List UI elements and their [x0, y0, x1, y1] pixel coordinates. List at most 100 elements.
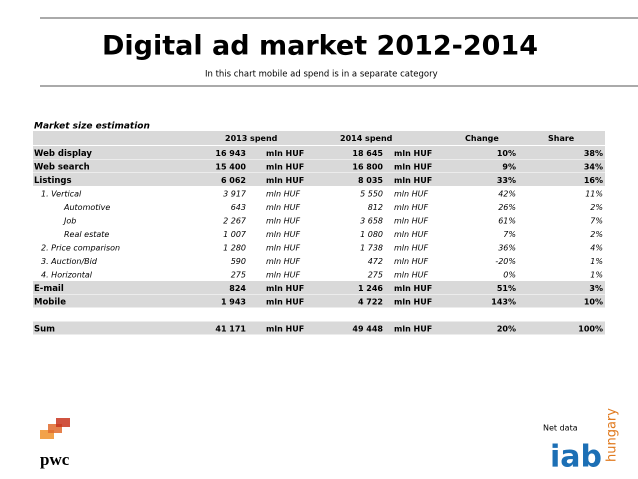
- cell: 26%: [498, 203, 516, 212]
- cell: 18 645: [352, 149, 383, 158]
- cell: 1%: [590, 270, 603, 279]
- pwc-logo: pwc: [40, 418, 70, 469]
- row-label: 1. Vertical: [41, 189, 82, 198]
- row-bg: [33, 294, 605, 308]
- cell: 1 280: [223, 243, 246, 252]
- cell: 812: [368, 203, 383, 212]
- cell: 38%: [584, 149, 603, 158]
- cell: 42%: [498, 189, 516, 198]
- row-label: Listings: [34, 176, 72, 186]
- cell-unit: mln HUF: [394, 297, 432, 306]
- cell: 4%: [590, 243, 603, 252]
- row-label: 3. Auction/Bid: [41, 257, 98, 266]
- cell: 34%: [584, 162, 603, 171]
- cell-unit: mln HUF: [266, 189, 301, 198]
- cell: 143%: [491, 297, 516, 306]
- cell: 6 062: [221, 176, 246, 185]
- cell: 20%: [497, 324, 516, 333]
- cell: 16 800: [352, 162, 383, 171]
- cell: 16%: [584, 176, 603, 185]
- cell-unit: mln HUF: [266, 243, 301, 252]
- row-label: Web display: [34, 149, 92, 159]
- cell: 8 035: [358, 176, 383, 185]
- cell-unit: mln HUF: [394, 176, 432, 185]
- cell: 2 267: [223, 216, 247, 225]
- caption: Market size estimation: [34, 122, 150, 132]
- cell: 0%: [503, 270, 516, 279]
- subtitle: In this chart mobile ad spend is in a se…: [205, 70, 438, 80]
- cell: 51%: [497, 284, 516, 293]
- table: 2013 spend 2014 spend Change Share Web displ…: [33, 131, 605, 336]
- cell-unit: mln HUF: [394, 324, 432, 333]
- cell: 9%: [502, 162, 516, 171]
- cell-unit: mln HUF: [266, 297, 304, 306]
- cell-unit: mln HUF: [394, 189, 429, 198]
- column-header: Change: [465, 134, 499, 143]
- cell: -20%: [495, 257, 516, 266]
- cell: 3%: [589, 284, 603, 293]
- row-label: Job: [62, 216, 76, 225]
- logo-sub: hungary: [605, 408, 620, 462]
- cell: 3 658: [360, 216, 383, 225]
- cell: 7%: [590, 216, 603, 225]
- cell-unit: mln HUF: [394, 230, 429, 239]
- cell: 10%: [584, 297, 603, 306]
- cell-unit: mln HUF: [266, 284, 304, 293]
- row-label: E-mail: [34, 284, 64, 294]
- column-header: Share: [548, 134, 575, 143]
- iab-logo: iab hungary: [550, 408, 620, 475]
- cell-unit: mln HUF: [394, 270, 429, 279]
- cell-unit: mln HUF: [266, 324, 304, 333]
- cell: 33%: [497, 176, 516, 185]
- row-bg: [33, 281, 605, 295]
- cell-unit: mln HUF: [394, 149, 432, 158]
- cell: 1 007: [223, 230, 247, 239]
- row-label: 2. Price comparison: [41, 243, 120, 252]
- cell: 15 400: [215, 162, 246, 171]
- note: Net data: [543, 424, 578, 433]
- cell: 275: [231, 270, 246, 279]
- cell: 643: [231, 203, 246, 212]
- cell: 61%: [498, 216, 516, 225]
- row-bg: [33, 146, 605, 160]
- row-label: 4. Horizontal: [41, 270, 93, 279]
- cell: 590: [231, 257, 246, 266]
- cell: 2%: [590, 230, 603, 239]
- cell: 275: [368, 270, 383, 279]
- row-label: Real estate: [64, 230, 109, 239]
- logo-text: iab: [550, 440, 602, 475]
- cell-unit: mln HUF: [266, 216, 301, 225]
- cell: 10%: [497, 149, 516, 158]
- row-bg: [33, 321, 605, 335]
- cell: 11%: [585, 189, 603, 198]
- cell: 49 448: [352, 324, 383, 333]
- header-row: [33, 131, 605, 145]
- cell: 41 171: [215, 324, 246, 333]
- cell: 472: [368, 257, 383, 266]
- cell-unit: mln HUF: [266, 230, 301, 239]
- column-header: 2014 spend: [340, 134, 393, 143]
- row-label: Sum: [34, 324, 55, 334]
- cell: 1 738: [360, 243, 383, 252]
- row-label: Mobile: [34, 297, 66, 307]
- cell-unit: mln HUF: [266, 162, 304, 171]
- row-label: Automotive: [63, 203, 110, 212]
- cell-unit: mln HUF: [394, 203, 429, 212]
- row-label: Web search: [34, 162, 90, 172]
- logo-block: [40, 430, 54, 439]
- cell-unit: mln HUF: [266, 203, 301, 212]
- cell-unit: mln HUF: [394, 257, 429, 266]
- cell: 4 722: [358, 297, 383, 306]
- row-bg: [33, 173, 605, 187]
- logo-block: [48, 424, 62, 433]
- cell: 100%: [578, 324, 603, 333]
- cell-unit: mln HUF: [394, 284, 432, 293]
- cell: 1 080: [360, 230, 383, 239]
- cell-unit: mln HUF: [266, 176, 304, 185]
- cell-unit: mln HUF: [394, 243, 429, 252]
- cell: 1 246: [358, 284, 383, 293]
- cell: 824: [229, 284, 246, 293]
- logo-block: [56, 418, 70, 427]
- cell: 36%: [498, 243, 516, 252]
